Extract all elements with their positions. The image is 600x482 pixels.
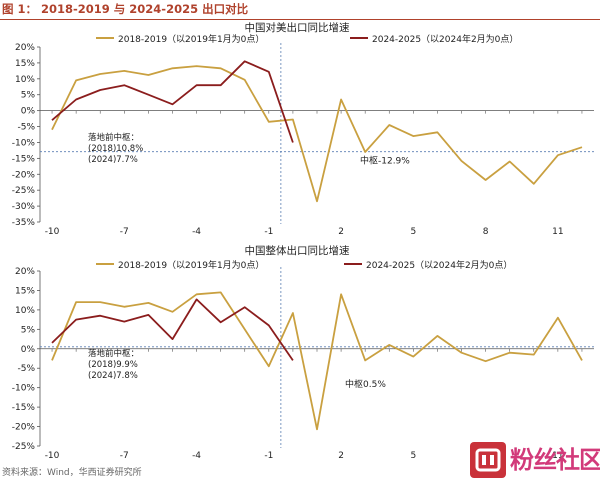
x-tick-label: -10 bbox=[45, 227, 60, 237]
y-tick-label: -25% bbox=[12, 186, 36, 196]
y-tick-label: 0% bbox=[21, 345, 36, 355]
x-tick-label: 11 bbox=[552, 451, 563, 461]
y-tick-label: 20% bbox=[15, 43, 35, 53]
x-tick-label: -7 bbox=[120, 227, 129, 237]
y-tick-label: -5% bbox=[17, 123, 35, 133]
y-tick-label: -10% bbox=[12, 384, 36, 394]
x-tick-label: 5 bbox=[410, 451, 416, 461]
annotation-line: (2018)9.9% bbox=[88, 360, 138, 370]
y-tick-label: 10% bbox=[15, 75, 35, 85]
y-tick-label: 15% bbox=[15, 59, 35, 69]
y-tick-label: -35% bbox=[12, 218, 36, 228]
annotation-line: 落地前中枢： bbox=[88, 132, 139, 143]
series-line-2024-2025 bbox=[51, 60, 294, 143]
x-tick-label: -1 bbox=[264, 451, 273, 461]
y-tick-label: -10% bbox=[12, 138, 36, 148]
annotation-line: (2018)10.8% bbox=[88, 144, 143, 154]
reference-line-label: 中枢0.5% bbox=[345, 378, 386, 390]
annotation-line: (2024)7.8% bbox=[88, 371, 138, 381]
y-tick-label: -5% bbox=[17, 364, 35, 374]
watermark-text: 粉丝社区 bbox=[510, 446, 600, 474]
annotation-line: (2024)7.7% bbox=[88, 155, 138, 165]
watermark: 粉丝社区 bbox=[470, 440, 600, 480]
y-tick-label: -15% bbox=[12, 154, 36, 164]
x-tick-label: 8 bbox=[483, 227, 489, 237]
legend-label: 2018-2019（以2019年1月为0点） bbox=[118, 33, 264, 45]
series-line-2024-2025 bbox=[51, 298, 294, 361]
annotation-line: 落地前中枢： bbox=[88, 348, 139, 359]
chart-total-exports: 中国整体出口同比增速 2018-2019（以2019年1月为0点） 2024-202… bbox=[12, 244, 594, 461]
x-tick-label: 2 bbox=[338, 227, 344, 237]
y-tick-label: 10% bbox=[15, 306, 35, 316]
y-tick-label: 15% bbox=[15, 286, 35, 296]
series-line-2018-2019 bbox=[51, 65, 583, 203]
x-tick-label: -10 bbox=[45, 451, 60, 461]
y-tick-label: 20% bbox=[15, 267, 35, 277]
chart-title: 中国对美出口同比增速 bbox=[245, 21, 350, 34]
x-tick-label: -4 bbox=[192, 227, 201, 237]
y-tick-label: 0% bbox=[21, 107, 36, 117]
reference-line-label: 中枢-12.9% bbox=[360, 155, 410, 167]
y-tick-label: 5% bbox=[21, 91, 36, 101]
y-tick-label: -25% bbox=[12, 442, 36, 452]
x-tick-label: -4 bbox=[192, 451, 201, 461]
legend-label: 2024-2025（以2024年2月为0点） bbox=[372, 33, 518, 45]
x-tick-label: 11 bbox=[552, 227, 563, 237]
legend-label: 2024-2025（以2024年2月为0点） bbox=[366, 259, 512, 271]
series-line-2018-2019 bbox=[51, 291, 583, 431]
x-tick-label: -7 bbox=[120, 451, 129, 461]
x-tick-label: 5 bbox=[410, 227, 416, 237]
y-tick-label: -20% bbox=[12, 170, 36, 180]
y-tick-label: -30% bbox=[12, 202, 36, 212]
legend-label: 2018-2019（以2019年1月为0点） bbox=[118, 259, 264, 271]
chart-title: 中国整体出口同比增速 bbox=[245, 244, 350, 257]
y-tick-label: 5% bbox=[21, 325, 36, 335]
title-rule bbox=[0, 19, 600, 20]
figure-source: 资料来源：Wind，华西证券研究所 bbox=[2, 468, 142, 478]
figure-title: 图 1： 2018-2019 与 2024-2025 出口对比 bbox=[2, 2, 249, 16]
x-tick-label: 2 bbox=[338, 451, 344, 461]
x-tick-label: -1 bbox=[264, 227, 273, 237]
y-tick-label: -15% bbox=[12, 403, 36, 413]
watermark-logo-icon bbox=[470, 442, 506, 478]
y-tick-label: -20% bbox=[12, 423, 36, 433]
